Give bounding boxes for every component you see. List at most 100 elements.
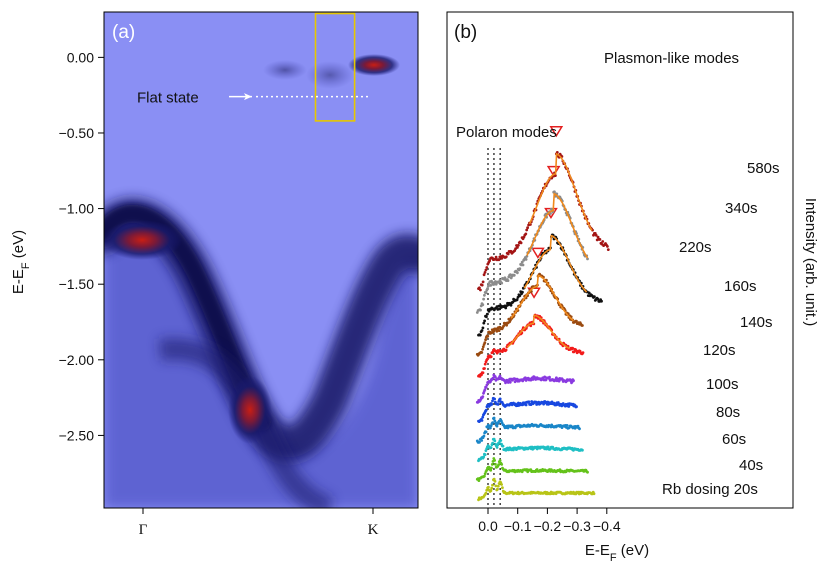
- edc-data-point: [492, 477, 496, 481]
- arpes-y-tick-label: −2.50: [59, 427, 95, 443]
- edc-data-point: [506, 252, 510, 256]
- edc-data-point: [581, 324, 584, 327]
- edc-data-point: [487, 309, 491, 313]
- edc-x-tick-label: −0.4: [593, 518, 621, 534]
- edc-x-tick-label: −0.3: [563, 518, 591, 534]
- edc-data-point: [497, 463, 500, 467]
- edc-data-point: [484, 386, 488, 389]
- edc-data-point: [490, 463, 494, 466]
- edc-data-point: [586, 470, 589, 474]
- panel-label-b: (b): [454, 22, 477, 43]
- edc-data-point: [581, 448, 584, 452]
- edc-data-point: [524, 403, 528, 407]
- edc-data-point: [542, 402, 545, 406]
- edc-data-point: [498, 397, 502, 401]
- edc-data-point: [505, 323, 508, 327]
- edc-data-point: [485, 383, 489, 387]
- edc-data-point: [496, 487, 499, 491]
- edc-data-point: [482, 297, 485, 301]
- edc-data-point: [506, 279, 510, 282]
- edc-data-point: [483, 474, 486, 478]
- edc-data-point: [500, 257, 504, 260]
- series-label: 220s: [679, 239, 712, 256]
- edc-data-point: [493, 439, 497, 443]
- edc-data-point: [504, 348, 508, 352]
- edc-data-point: [525, 228, 529, 232]
- edc-data-point: [494, 255, 498, 259]
- edc-data-point: [493, 479, 497, 483]
- edc-data-point: [504, 255, 508, 259]
- edc-data-point: [483, 271, 487, 274]
- edc-data-point: [567, 405, 571, 408]
- edc-data-point: [485, 315, 488, 319]
- edc-data-point: [524, 258, 528, 261]
- edc-data-point: [518, 294, 522, 298]
- edc-data-point: [581, 351, 585, 354]
- series-label: 80s: [716, 404, 740, 421]
- edc-data-point: [496, 484, 500, 488]
- edc-data-point: [596, 235, 600, 239]
- plasmon-modes-label: Plasmon-like modes: [604, 50, 739, 67]
- edc-data-point: [497, 329, 501, 332]
- arpes-frame: [103, 11, 419, 509]
- edc-data-point: [477, 479, 481, 482]
- edc-data-point: [486, 334, 490, 338]
- edc-y-axis-label: Intensity (arb. unit.): [802, 198, 819, 326]
- series-label: 120s: [703, 342, 736, 359]
- edc-data-point: [478, 286, 481, 290]
- edc-data-point: [553, 190, 556, 194]
- edc-data-point: [483, 367, 486, 370]
- edc-data-point: [482, 321, 486, 325]
- edc-data-point: [517, 243, 520, 247]
- edc-data-point: [483, 319, 486, 323]
- arpes-y-ticks: 0.00 −0.50 −1.00 −1.50 −2.00 −2.50: [59, 49, 104, 443]
- edc-data-point: [483, 341, 487, 345]
- edc-data-point: [495, 446, 499, 449]
- edc-data-point: [512, 273, 516, 277]
- edc-data-point: [587, 291, 591, 295]
- edc-data-point: [481, 415, 485, 419]
- edc-data-point: [527, 400, 531, 404]
- edc-data-point: [494, 462, 497, 466]
- edc-data-point: [486, 284, 490, 288]
- arpes-y-tick-label: −1.50: [59, 276, 95, 292]
- edc-data-point: [504, 306, 508, 310]
- series-label: 160s: [724, 278, 757, 295]
- arpes-y-tick-label: −2.00: [59, 352, 95, 368]
- edc-data-point: [481, 395, 485, 398]
- edc-data-point: [481, 326, 485, 330]
- edc-data-point: [493, 375, 497, 378]
- edc-data-point: [509, 303, 513, 307]
- edc-data-point: [497, 258, 501, 262]
- series-label: 340s: [725, 200, 758, 217]
- edc-data-point: [479, 308, 482, 312]
- edc-data-point: [496, 403, 500, 406]
- edc-data-point: [490, 402, 494, 406]
- arpes-y-tick-label: −0.50: [59, 125, 95, 141]
- edc-data-point: [486, 287, 489, 290]
- edc-data-point: [521, 263, 525, 267]
- series-label: 100s: [706, 376, 739, 393]
- edc-data-point: [489, 284, 493, 287]
- edc-data-point: [498, 374, 502, 378]
- edc-data-point: [600, 299, 603, 303]
- edc-data-point: [483, 388, 487, 392]
- edc-data-point: [484, 268, 488, 272]
- edc-data-point: [493, 397, 496, 401]
- edc-data-point: [494, 421, 497, 425]
- edc-data-point: [480, 351, 484, 354]
- edc-data-point: [516, 271, 519, 275]
- edc-data-point: [480, 329, 484, 332]
- edc-data-point: [489, 355, 493, 359]
- edc-x-tick-label: 0.0: [478, 518, 498, 534]
- edc-data-point: [485, 488, 489, 492]
- edc-data-point: [493, 459, 496, 462]
- edc-data-point: [524, 232, 528, 236]
- edc-x-tick-label: −0.2: [534, 518, 562, 534]
- plasmon-fit-curve: [523, 234, 588, 293]
- edc-data-point: [498, 278, 502, 282]
- edc-data-point: [494, 484, 498, 488]
- plasmon-fit-curve: [528, 152, 593, 231]
